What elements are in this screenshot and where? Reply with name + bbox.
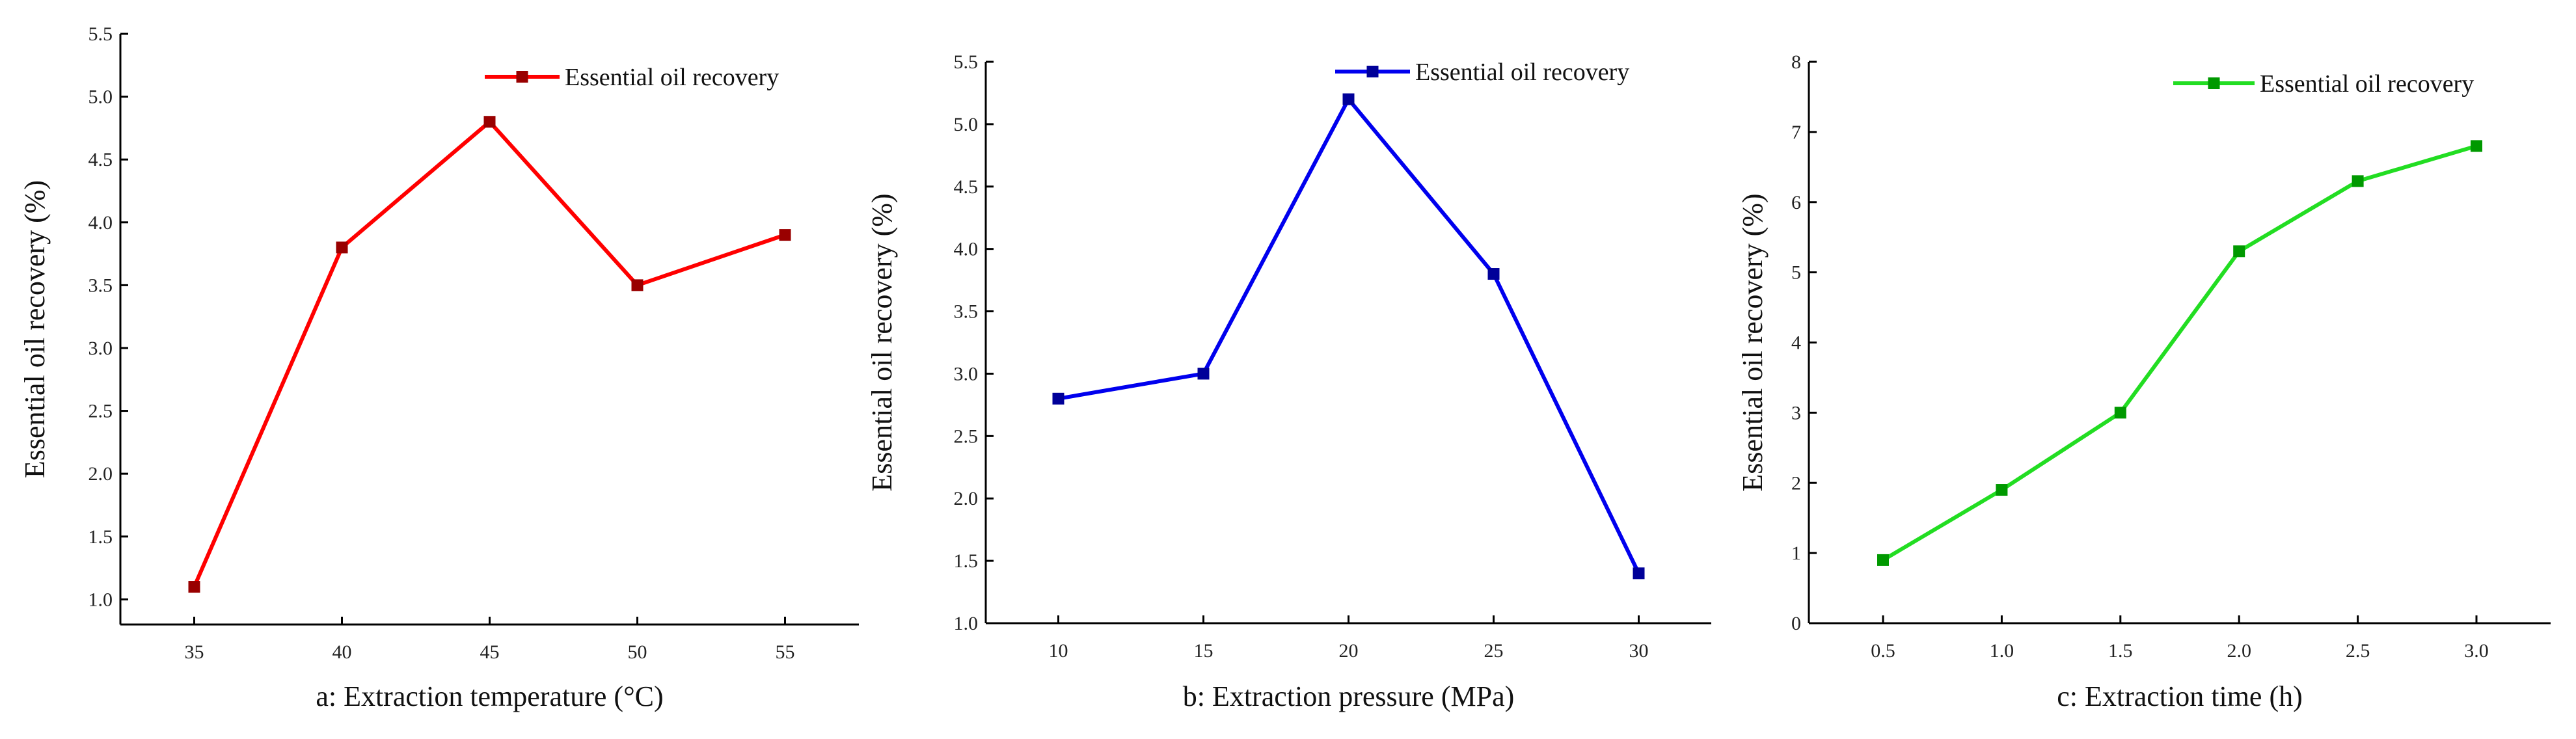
panel-a-y-tick-label: 5.0	[88, 87, 113, 108]
panel-a-y-tick-label: 4.5	[88, 149, 113, 170]
panel-c-x-tick-label: 0.5	[1871, 640, 1895, 662]
panel-a-y-tick-label: 2.0	[88, 463, 113, 485]
panel-a-data-point	[336, 241, 348, 254]
panel-a-y-tick-label: 2.5	[88, 401, 113, 422]
panel-c-y-tick-label: 0	[1791, 613, 1801, 634]
panel-c-x-tick-label: 1.0	[1990, 640, 2014, 662]
panel-a-y-tick-label: 5.5	[88, 23, 113, 45]
panel-a-y-tick-label: 3.5	[88, 275, 113, 296]
panel-b-y-tick-label: 5.0	[954, 114, 979, 135]
panel-b-x-tick-label: 25	[1484, 640, 1504, 662]
panel-c-data-point	[2233, 245, 2245, 258]
panel-a-x-tick-label: 55	[776, 641, 795, 663]
panel-a-x-tick-label: 45	[480, 641, 500, 663]
panel-b-x-tick-label: 30	[1629, 640, 1649, 662]
panel-b-y-tick-label: 5.5	[954, 51, 979, 73]
panel-b-x-tick-label: 20	[1339, 640, 1359, 662]
panel-b-data-point	[1052, 392, 1064, 405]
panel-b-y-tick-label: 2.5	[954, 425, 979, 447]
panel-b-legend-marker	[1366, 66, 1379, 77]
panel-c-y-tick-label: 4	[1791, 332, 1801, 354]
panel-b-data-point	[1342, 93, 1355, 105]
panel-b-y-tick-label: 1.0	[954, 613, 979, 634]
panel-a-x-tick-label: 50	[628, 641, 647, 663]
panel-b-data-point	[1633, 567, 1645, 580]
panel-b-data-point	[1197, 368, 1210, 380]
panel-c-data-point	[2471, 140, 2482, 152]
panel-a-data-point	[483, 116, 496, 128]
panel-b-x-tick-label: 10	[1049, 640, 1068, 662]
panel-b-y-tick-label: 2.0	[954, 488, 979, 509]
panel-c-data-point	[2114, 407, 2126, 419]
panel-c-y-tick-label: 6	[1791, 192, 1801, 213]
panel-b-legend-label: Essential oil recovery	[1415, 59, 1629, 86]
panel-c-y-tick-label: 2	[1791, 472, 1801, 494]
panel-c-series-line	[1882, 144, 2477, 562]
panel-b-y-tick-label: 3.0	[954, 363, 979, 384]
panel-a-legend-label: Essential oil recovery	[565, 64, 779, 91]
panel-c-x-tick-label: 2.0	[2227, 640, 2251, 662]
panel-c-y-tick-label: 7	[1791, 122, 1801, 143]
panel-c-y-tick-label: 1	[1791, 543, 1801, 564]
panel-c-data-point	[2352, 175, 2364, 187]
panel-a-y-axis-label: Essential oil recovery (%)	[19, 180, 51, 478]
panel-c-y-tick-label: 3	[1791, 402, 1801, 423]
panel-a-x-axis-label: a: Extraction temperature (°C)	[316, 680, 663, 712]
panel-a-legend-marker	[516, 71, 528, 83]
panel-a-data-point	[779, 229, 791, 241]
panel-b-y-tick-label: 3.5	[954, 301, 979, 323]
panel-a-y-tick-label: 4.0	[88, 212, 113, 234]
panel-a-y-tick-label: 3.0	[88, 338, 113, 359]
panel-a-x-tick-label: 35	[185, 641, 204, 663]
panel-c-y-tick-label: 8	[1791, 51, 1801, 73]
panel-a-y-tick-label: 1.5	[88, 526, 113, 548]
panel-a-y-tick-label: 1.0	[88, 589, 113, 610]
panel-b-y-tick-label: 4.0	[954, 239, 979, 260]
panel-c-x-axis-label: c: Extraction time (h)	[2057, 680, 2303, 712]
panel-a-data-point	[188, 581, 200, 593]
panel-b-y-tick-label: 1.5	[954, 550, 979, 572]
panel-c-legend-label: Essential oil recovery	[2260, 70, 2474, 98]
panel-b-x-tick-label: 15	[1194, 640, 1213, 662]
panel-c-data-point	[1996, 484, 2008, 496]
panel-a-x-tick-label: 40	[332, 641, 352, 663]
panel-b-y-tick-label: 4.5	[954, 176, 979, 198]
panel-c-y-tick-label: 5	[1791, 262, 1801, 284]
panel-c-y-axis-label: Essential oil recovery (%)	[1737, 193, 1769, 491]
panel-c-legend-marker	[2208, 77, 2220, 89]
panel-c-x-tick-label: 2.5	[2346, 640, 2370, 662]
panel-c-x-tick-label: 1.5	[2108, 640, 2133, 662]
panel-b-x-axis-label: b: Extraction pressure (MPa)	[1183, 680, 1515, 712]
panel-c-x-tick-label: 3.0	[2464, 640, 2489, 662]
panel-a-data-point	[631, 279, 644, 291]
panel-b-data-point	[1487, 268, 1500, 280]
panel-c-data-point	[1877, 554, 1889, 566]
panel-b-y-axis-label: Essential oil recovery (%)	[866, 193, 898, 491]
